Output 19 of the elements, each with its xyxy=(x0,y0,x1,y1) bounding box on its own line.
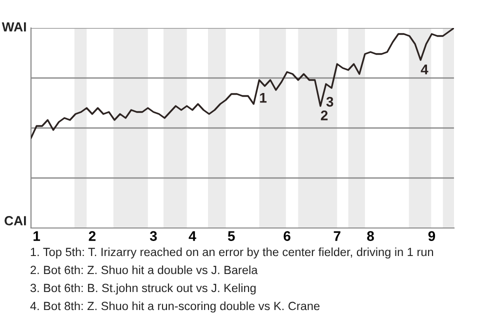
x-tick-label: 9 xyxy=(428,231,436,241)
x-tick-label: 8 xyxy=(367,231,374,241)
x-tick-label: 4 xyxy=(188,231,196,241)
x-tick-label: 1 xyxy=(34,231,40,241)
x-tick-label: 7 xyxy=(334,231,340,241)
annotation: 4 xyxy=(420,64,428,74)
x-tick-label: 2 xyxy=(88,231,96,241)
text: CAI xyxy=(4,216,26,226)
annotation: 2 xyxy=(320,110,328,120)
annotation: 1 xyxy=(260,93,267,103)
text: 1. Top 5th: T. Irizarry reached on an error by the center fielder, driving in 1 run xyxy=(30,247,434,259)
x-tick-label: 5 xyxy=(228,231,235,241)
text: 3. Bot 6th: B. St.john struck out vs J. Keling xyxy=(30,283,256,295)
x-tick-label: 6 xyxy=(284,231,290,241)
text: 4. Bot 8th: Z. Shuo hit a run-scoring double vs K. Crane xyxy=(30,301,320,313)
text: 2. Bot 6th: Z. Shuo hit a double vs J. Barela xyxy=(30,265,258,274)
text: WAI xyxy=(2,22,26,32)
annotation: 3 xyxy=(326,96,334,107)
x-tick-label: 3 xyxy=(150,231,157,241)
